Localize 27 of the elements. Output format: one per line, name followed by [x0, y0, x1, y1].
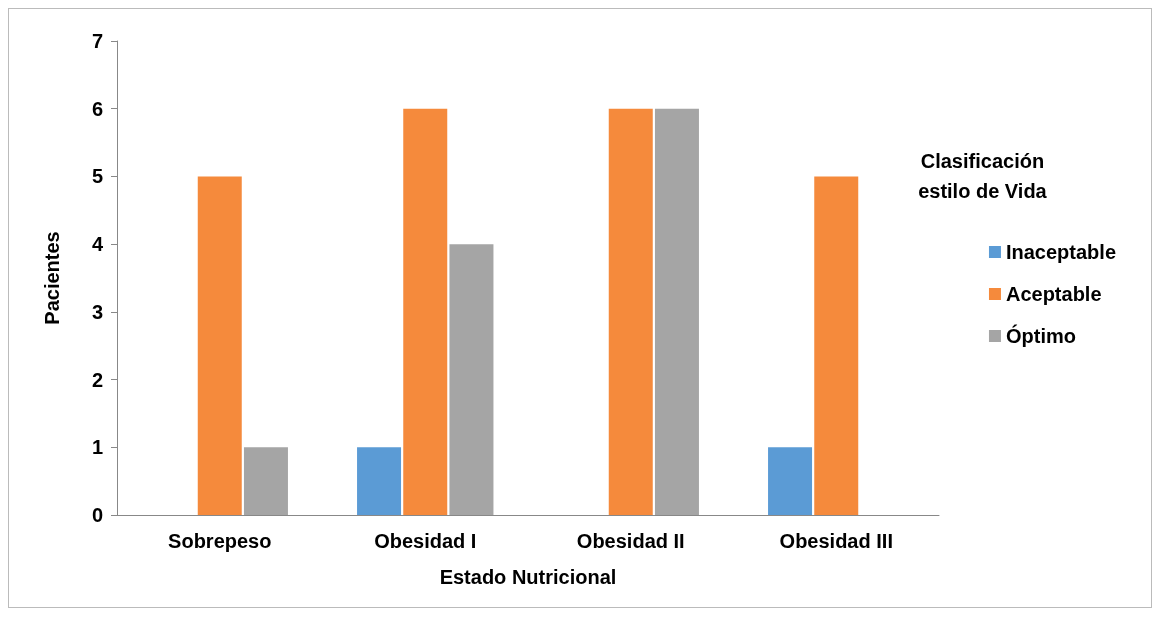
bar: [768, 447, 813, 515]
x-axis-title: Estado Nutricional: [439, 566, 617, 588]
y-tick-label: 6: [91, 97, 103, 120]
y-tick-label: 5: [91, 165, 103, 188]
y-tick-label: 4: [91, 233, 104, 256]
y-tick-label: 0: [91, 504, 103, 526]
y-tick-label: 1: [91, 436, 103, 459]
y-tick-label: 3: [91, 300, 103, 323]
bar: [357, 447, 402, 515]
legend-title: Clasificación estilo de Vida: [918, 150, 1048, 202]
bar: [654, 108, 699, 515]
x-tick-label: Obesidad III: [779, 530, 893, 552]
x-tick-label: Sobrepeso: [168, 530, 272, 552]
y-tick-label: 2: [91, 368, 103, 391]
bar: [608, 108, 653, 515]
legend-label: Aceptable: [1005, 283, 1102, 305]
y-tick-label: 7: [91, 30, 103, 52]
x-tick-label: Obesidad I: [374, 530, 477, 552]
legend-label: Inaceptable: [1005, 241, 1117, 263]
bar: [243, 447, 288, 515]
bar: [197, 176, 242, 515]
legend-label: Óptimo: [1005, 324, 1076, 347]
bar: [403, 108, 448, 515]
bar: [814, 176, 859, 515]
x-tick-label: Obesidad II: [576, 530, 685, 552]
bar: [449, 244, 494, 515]
y-axis-title: Pacientes: [41, 231, 63, 325]
